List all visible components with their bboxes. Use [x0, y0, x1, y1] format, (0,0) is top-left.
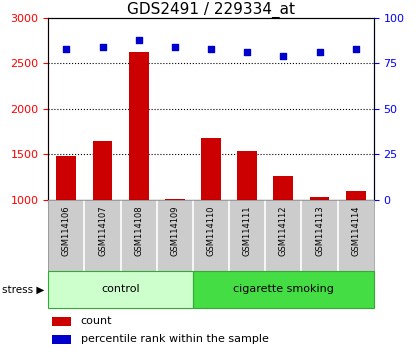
Bar: [56, 156, 76, 291]
Text: GSM114109: GSM114109: [171, 206, 179, 256]
Text: percentile rank within the sample: percentile rank within the sample: [81, 335, 269, 344]
Point: [171, 44, 178, 50]
Text: GSM114108: GSM114108: [134, 206, 143, 256]
Point: [280, 53, 287, 59]
Bar: [310, 197, 330, 291]
Bar: [52, 335, 71, 344]
Point: [244, 50, 251, 55]
Point: [63, 46, 70, 52]
Text: GSM114113: GSM114113: [315, 206, 324, 256]
Point: [352, 46, 359, 52]
Point: [135, 37, 142, 42]
Text: GSM114114: GSM114114: [351, 206, 360, 256]
Bar: [92, 141, 113, 291]
Bar: [165, 199, 185, 291]
Point: [208, 46, 215, 52]
Title: GDS2491 / 229334_at: GDS2491 / 229334_at: [127, 1, 295, 18]
Point: [316, 50, 323, 55]
Text: GSM114112: GSM114112: [279, 206, 288, 256]
Text: GSM114107: GSM114107: [98, 206, 107, 256]
Point: [99, 44, 106, 50]
Bar: [52, 317, 71, 326]
Bar: [129, 52, 149, 291]
Bar: [273, 176, 293, 291]
Text: stress ▶: stress ▶: [2, 284, 45, 295]
Text: cigarette smoking: cigarette smoking: [233, 284, 334, 295]
Text: GSM114106: GSM114106: [62, 206, 71, 256]
Bar: [201, 138, 221, 291]
Text: count: count: [81, 316, 113, 326]
Bar: [346, 191, 366, 291]
Text: GSM114111: GSM114111: [243, 206, 252, 256]
Bar: [237, 151, 257, 291]
Text: control: control: [101, 284, 140, 295]
Text: GSM114110: GSM114110: [207, 206, 215, 256]
FancyBboxPatch shape: [48, 271, 193, 308]
FancyBboxPatch shape: [193, 271, 374, 308]
